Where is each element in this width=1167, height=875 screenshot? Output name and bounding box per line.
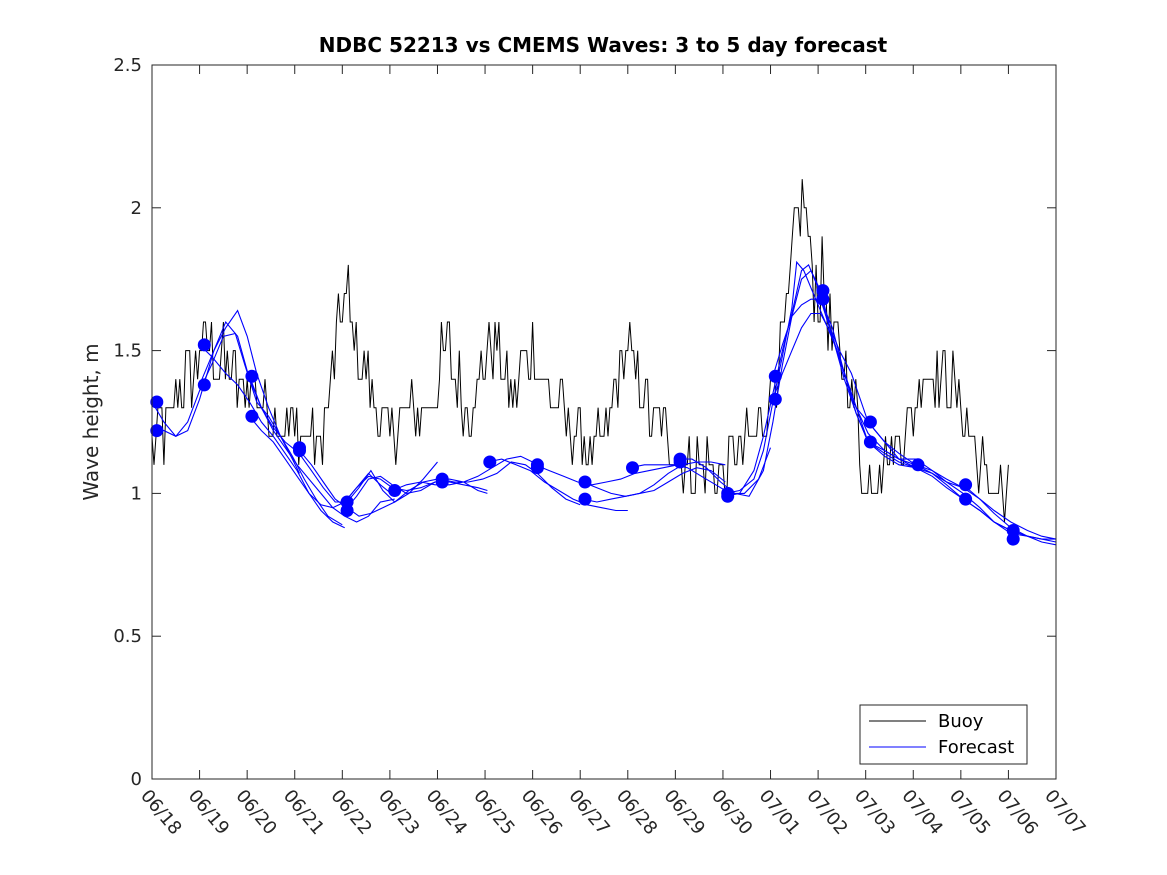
- forecast-series-line-12: [439, 461, 581, 506]
- forecast-series-line-9: [344, 475, 488, 503]
- forecast-marker-5: [245, 369, 259, 383]
- legend: Buoy Forecast: [859, 704, 1028, 765]
- forecast-marker-2: [150, 424, 164, 438]
- forecast-series-line-13: [487, 458, 628, 512]
- legend-buoy-label: Buoy: [938, 711, 984, 732]
- legend-forecast-label: Forecast: [938, 737, 1014, 758]
- forecast-marker-16: [530, 461, 544, 475]
- forecast-series-line-2: [151, 320, 300, 454]
- forecast-marker-1: [150, 395, 164, 409]
- plot-area: [152, 65, 1056, 779]
- forecast-series-line-10: [344, 475, 488, 511]
- forecast-marker-3: [197, 338, 211, 352]
- forecast-marker-24: [768, 369, 782, 383]
- forecast-marker-32: [959, 492, 973, 506]
- chart-title: NDBC 52213 vs CMEMS Waves: 3 to 5 day fo…: [319, 33, 888, 57]
- legend-box: [859, 704, 1028, 765]
- y-tick-label-5: 2.5: [113, 55, 142, 76]
- forecast-marker-18: [578, 492, 592, 506]
- forecast-series-line-20: [725, 260, 869, 494]
- forecast-marker-14: [483, 455, 497, 469]
- forecast-series-line-4: [199, 344, 345, 529]
- forecast-marker-23: [721, 489, 735, 503]
- y-tick-label-3: 1.5: [113, 341, 142, 362]
- forecast-marker-4: [197, 378, 211, 392]
- forecast-series-line-3: [199, 309, 343, 526]
- y-tick-label-1: 0.5: [113, 626, 142, 647]
- forecast-series-line-5: [248, 376, 395, 523]
- forecast-series-line-14: [534, 464, 678, 486]
- forecast-marker-30: [911, 458, 925, 472]
- forecast-marker-25: [768, 392, 782, 406]
- forecast-marker-10: [340, 504, 354, 517]
- forecast-series-line-24: [819, 299, 964, 500]
- forecast-marker-8: [293, 444, 306, 458]
- forecast-marker-17: [578, 475, 592, 489]
- forecast-series-line-17: [630, 447, 772, 494]
- y-tick-label-0: 0: [131, 769, 142, 790]
- forecast-marker-28: [863, 415, 877, 429]
- y-tick-label-2: 1: [131, 483, 142, 504]
- forecast-marker-19: [626, 461, 639, 475]
- forecast-series-line-16: [582, 467, 726, 503]
- buoy-series-line: [151, 179, 1009, 523]
- forecast-series-line-30: [1010, 532, 1057, 546]
- forecast-marker-29: [863, 435, 877, 449]
- forecast-marker-21: [673, 455, 687, 469]
- forecast-series-line-27: [915, 464, 1057, 540]
- forecast-series-line-26: [867, 441, 1012, 534]
- forecast-marker-13: [435, 475, 449, 489]
- forecast-series-line-15: [582, 461, 726, 497]
- forecast-marker-31: [959, 478, 973, 492]
- forecast-marker-11: [388, 484, 402, 497]
- y-tick-label-4: 2: [131, 198, 142, 219]
- data-layer: [150, 179, 1057, 546]
- y-axis-label: Wave height, m: [79, 343, 103, 500]
- forecast-marker-34: [1006, 532, 1020, 546]
- forecast-marker-6: [245, 409, 259, 423]
- forecast-series-line-1: [152, 332, 300, 474]
- forecast-marker-27: [816, 292, 830, 306]
- plot-frame: [151, 64, 1057, 780]
- forecast-series-line-18: [677, 269, 821, 497]
